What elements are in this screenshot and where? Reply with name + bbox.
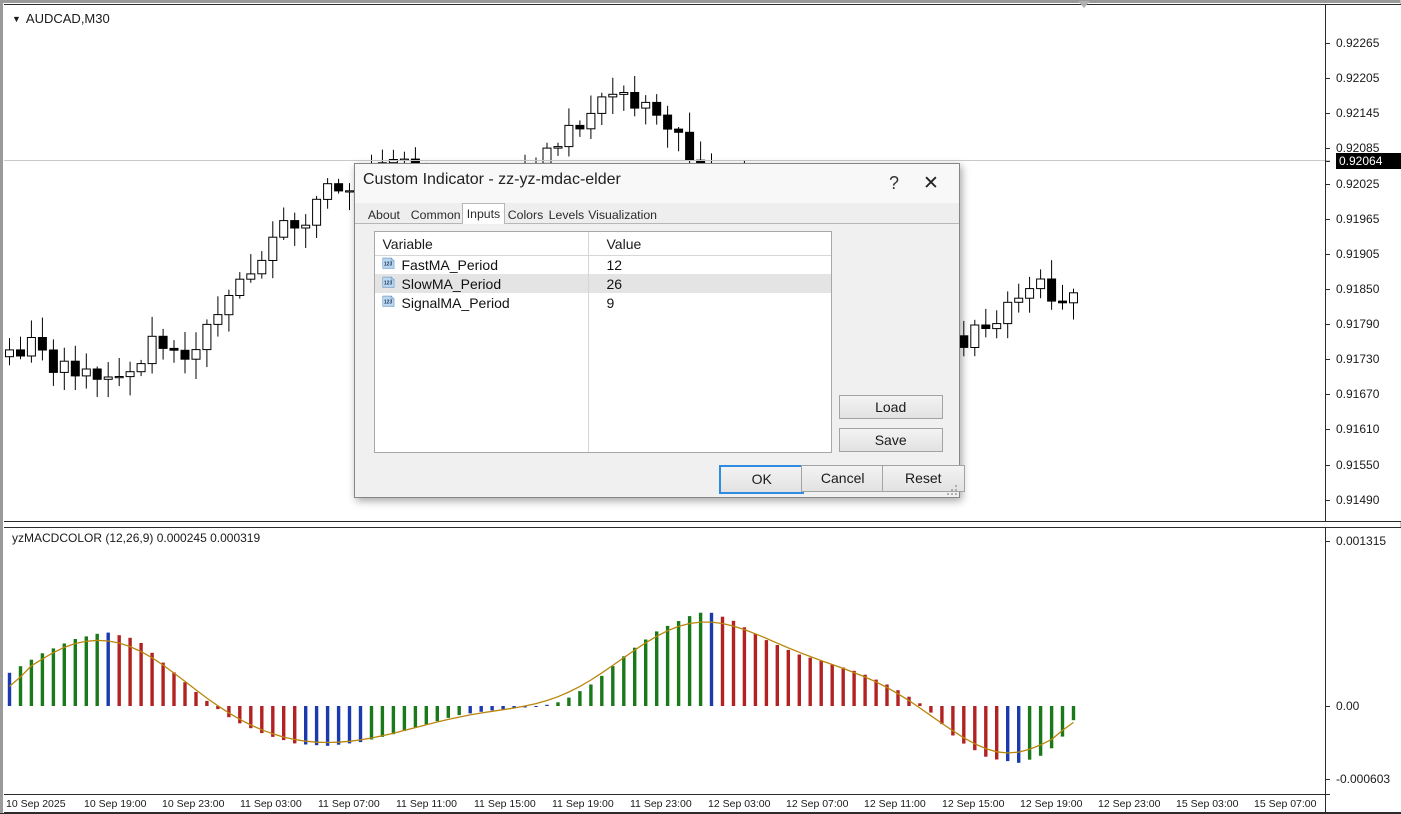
svg-text:123: 123 bbox=[383, 281, 392, 287]
svg-text:123: 123 bbox=[383, 261, 392, 267]
svg-text:123: 123 bbox=[383, 300, 392, 306]
